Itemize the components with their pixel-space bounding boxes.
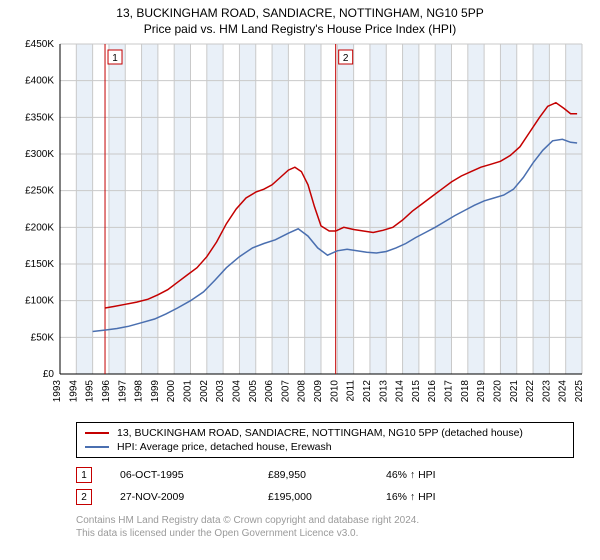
legend-label: HPI: Average price, detached house, Erew… bbox=[117, 441, 332, 453]
svg-text:1996: 1996 bbox=[101, 380, 112, 403]
svg-text:2024: 2024 bbox=[558, 380, 569, 403]
legend: 13, BUCKINGHAM ROAD, SANDIACRE, NOTTINGH… bbox=[76, 422, 574, 458]
legend-swatch bbox=[85, 446, 109, 448]
svg-text:1995: 1995 bbox=[85, 380, 96, 403]
marker-detail-row: 1 06-OCT-1995 £89,950 46% ↑ HPI bbox=[76, 464, 574, 486]
svg-text:2014: 2014 bbox=[395, 380, 406, 403]
svg-text:£200K: £200K bbox=[25, 222, 54, 233]
svg-text:1997: 1997 bbox=[117, 380, 128, 403]
svg-text:£150K: £150K bbox=[25, 259, 54, 270]
title-block: 13, BUCKINGHAM ROAD, SANDIACRE, NOTTINGH… bbox=[116, 0, 483, 38]
marker-id-box: 2 bbox=[76, 489, 92, 505]
svg-text:£0: £0 bbox=[43, 369, 55, 380]
svg-text:2015: 2015 bbox=[411, 380, 422, 403]
marker-relation: 46% ↑ HPI bbox=[386, 469, 486, 481]
svg-text:2017: 2017 bbox=[444, 380, 455, 403]
marker-date: 27-NOV-2009 bbox=[120, 491, 240, 503]
svg-text:2025: 2025 bbox=[574, 380, 585, 403]
svg-text:2021: 2021 bbox=[509, 380, 520, 403]
svg-text:2008: 2008 bbox=[297, 380, 308, 403]
svg-text:2004: 2004 bbox=[231, 380, 242, 403]
chart-title: 13, BUCKINGHAM ROAD, SANDIACRE, NOTTINGH… bbox=[116, 6, 483, 20]
svg-text:2006: 2006 bbox=[264, 380, 275, 403]
marker-price: £89,950 bbox=[268, 469, 358, 481]
svg-text:2018: 2018 bbox=[460, 380, 471, 403]
marker-detail-row: 2 27-NOV-2009 £195,000 16% ↑ HPI bbox=[76, 486, 574, 508]
svg-text:2005: 2005 bbox=[248, 380, 259, 403]
svg-text:2: 2 bbox=[343, 53, 349, 64]
svg-text:2012: 2012 bbox=[362, 380, 373, 403]
svg-text:2009: 2009 bbox=[313, 380, 324, 403]
svg-text:£400K: £400K bbox=[25, 76, 54, 87]
svg-text:1: 1 bbox=[112, 53, 118, 64]
svg-text:£350K: £350K bbox=[25, 112, 54, 123]
svg-text:1999: 1999 bbox=[150, 380, 161, 403]
marker-relation: 16% ↑ HPI bbox=[386, 491, 486, 503]
chart-container: £0 £50K £100K £150K £200K £250K £300K £350K £400… bbox=[10, 38, 590, 416]
legend-row: 13, BUCKINGHAM ROAD, SANDIACRE, NOTTINGH… bbox=[85, 426, 565, 440]
footer-note: Contains HM Land Registry data © Crown c… bbox=[76, 514, 574, 540]
marker-id-box: 1 bbox=[76, 467, 92, 483]
svg-text:2011: 2011 bbox=[346, 380, 357, 402]
legend-label: 13, BUCKINGHAM ROAD, SANDIACRE, NOTTINGH… bbox=[117, 427, 523, 439]
svg-text:2020: 2020 bbox=[492, 380, 503, 403]
svg-text:2010: 2010 bbox=[329, 380, 340, 403]
svg-text:2019: 2019 bbox=[476, 380, 487, 403]
legend-swatch bbox=[85, 432, 109, 434]
svg-text:2000: 2000 bbox=[166, 380, 177, 403]
svg-text:£450K: £450K bbox=[25, 39, 54, 50]
price-vs-hpi-chart: £0 £50K £100K £150K £200K £250K £300K £350K £400… bbox=[10, 38, 590, 416]
marker-date: 06-OCT-1995 bbox=[120, 469, 240, 481]
svg-text:£100K: £100K bbox=[25, 296, 54, 307]
svg-text:£250K: £250K bbox=[25, 186, 54, 197]
svg-text:1993: 1993 bbox=[52, 380, 63, 403]
svg-text:2001: 2001 bbox=[183, 380, 194, 403]
svg-text:2022: 2022 bbox=[525, 380, 536, 403]
marker-details: 1 06-OCT-1995 £89,950 46% ↑ HPI 2 27-NOV-2009… bbox=[76, 464, 574, 508]
svg-text:2007: 2007 bbox=[280, 380, 291, 403]
svg-text:£300K: £300K bbox=[25, 149, 54, 160]
svg-text:£50K: £50K bbox=[31, 332, 55, 343]
legend-row: HPI: Average price, detached house, Erew… bbox=[85, 440, 565, 454]
svg-text:2016: 2016 bbox=[427, 380, 438, 403]
svg-text:2013: 2013 bbox=[378, 380, 389, 403]
svg-text:2023: 2023 bbox=[541, 380, 552, 403]
svg-text:2002: 2002 bbox=[199, 380, 210, 403]
svg-text:2003: 2003 bbox=[215, 380, 226, 403]
chart-subtitle: Price paid vs. HM Land Registry's House … bbox=[116, 22, 483, 36]
svg-text:1994: 1994 bbox=[68, 380, 79, 403]
footer-line-2: This data is licensed under the Open Gov… bbox=[76, 527, 574, 540]
svg-text:1998: 1998 bbox=[134, 380, 145, 403]
footer-line-1: Contains HM Land Registry data © Crown c… bbox=[76, 514, 574, 527]
marker-price: £195,000 bbox=[268, 491, 358, 503]
